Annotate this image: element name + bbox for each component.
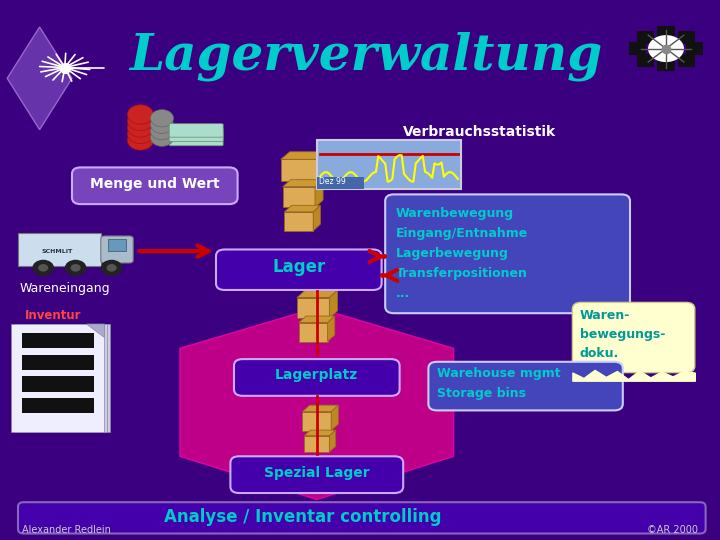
Polygon shape [282, 180, 323, 187]
Text: Eingang/Entnahme: Eingang/Entnahme [396, 227, 528, 240]
FancyBboxPatch shape [428, 362, 623, 410]
FancyBboxPatch shape [22, 376, 94, 392]
FancyBboxPatch shape [234, 359, 400, 396]
Polygon shape [313, 205, 320, 231]
Text: bewegungs-: bewegungs- [580, 328, 665, 341]
FancyBboxPatch shape [637, 53, 654, 66]
Polygon shape [7, 27, 72, 130]
FancyBboxPatch shape [101, 236, 133, 263]
Polygon shape [281, 152, 325, 159]
Circle shape [127, 111, 153, 131]
FancyBboxPatch shape [281, 159, 317, 181]
Text: Analyse / Inventar controlling: Analyse / Inventar controlling [163, 508, 441, 526]
Circle shape [127, 124, 153, 144]
Circle shape [107, 264, 117, 272]
Text: Dez 99: Dez 99 [319, 177, 346, 186]
Text: Transferpositionen: Transferpositionen [396, 267, 528, 280]
Text: Lager: Lager [272, 258, 325, 276]
Text: Lagerplatz: Lagerplatz [275, 368, 359, 382]
Text: Warehouse mgmt: Warehouse mgmt [437, 367, 561, 380]
FancyBboxPatch shape [657, 58, 675, 71]
Polygon shape [86, 324, 104, 338]
Polygon shape [299, 316, 335, 322]
FancyBboxPatch shape [22, 355, 94, 370]
FancyBboxPatch shape [678, 53, 695, 66]
Circle shape [38, 264, 48, 272]
Circle shape [32, 260, 54, 276]
Circle shape [127, 105, 153, 124]
FancyBboxPatch shape [317, 177, 364, 189]
Text: ...: ... [396, 287, 410, 300]
Text: ©AR 2000: ©AR 2000 [647, 524, 698, 535]
Circle shape [150, 110, 174, 127]
FancyBboxPatch shape [18, 502, 706, 534]
FancyBboxPatch shape [22, 398, 94, 413]
FancyBboxPatch shape [304, 436, 330, 452]
FancyBboxPatch shape [169, 132, 223, 146]
FancyBboxPatch shape [678, 31, 695, 44]
FancyBboxPatch shape [11, 324, 104, 432]
FancyBboxPatch shape [302, 411, 331, 431]
FancyBboxPatch shape [14, 324, 107, 432]
FancyBboxPatch shape [572, 302, 695, 373]
FancyBboxPatch shape [72, 167, 238, 204]
FancyBboxPatch shape [108, 239, 126, 251]
Text: Menge und Wert: Menge und Wert [90, 177, 220, 191]
Text: Lagerverwaltung: Lagerverwaltung [130, 32, 603, 82]
Circle shape [101, 260, 122, 276]
Polygon shape [331, 405, 338, 431]
Text: Storage bins: Storage bins [437, 387, 526, 400]
Polygon shape [330, 430, 336, 452]
Polygon shape [180, 308, 454, 500]
Polygon shape [315, 180, 323, 207]
Text: SCHMLIT: SCHMLIT [42, 249, 73, 254]
FancyBboxPatch shape [629, 42, 646, 55]
Polygon shape [317, 152, 325, 181]
Polygon shape [304, 430, 336, 436]
Circle shape [648, 35, 684, 62]
Text: Inventur: Inventur [25, 309, 81, 322]
Polygon shape [284, 205, 320, 212]
FancyBboxPatch shape [230, 456, 403, 493]
Text: Wareneingang: Wareneingang [19, 282, 110, 295]
Text: Verbrauchsstatistik: Verbrauchsstatistik [403, 125, 557, 139]
FancyBboxPatch shape [284, 212, 313, 231]
FancyBboxPatch shape [216, 249, 382, 290]
Polygon shape [330, 291, 338, 318]
Circle shape [71, 264, 81, 272]
Polygon shape [328, 316, 335, 342]
FancyBboxPatch shape [686, 42, 703, 55]
Text: Alexander Redlein: Alexander Redlein [22, 524, 110, 535]
FancyBboxPatch shape [657, 26, 675, 39]
FancyBboxPatch shape [637, 31, 654, 44]
FancyBboxPatch shape [317, 140, 461, 189]
FancyBboxPatch shape [22, 333, 94, 348]
Text: Warenbewegung: Warenbewegung [396, 207, 514, 220]
FancyBboxPatch shape [18, 233, 101, 266]
Circle shape [127, 131, 153, 150]
FancyBboxPatch shape [169, 128, 223, 141]
FancyBboxPatch shape [385, 194, 630, 313]
Text: Waren-: Waren- [580, 309, 630, 322]
Circle shape [127, 118, 153, 137]
FancyBboxPatch shape [299, 322, 328, 342]
Text: Lagerbewegung: Lagerbewegung [396, 247, 509, 260]
Text: doku.: doku. [580, 347, 619, 360]
FancyBboxPatch shape [282, 187, 315, 207]
Circle shape [150, 129, 174, 146]
Circle shape [65, 260, 86, 276]
Text: Spezial Lager: Spezial Lager [264, 465, 369, 480]
FancyBboxPatch shape [169, 124, 223, 137]
Circle shape [150, 123, 174, 140]
FancyBboxPatch shape [297, 298, 329, 318]
Polygon shape [302, 405, 338, 411]
Circle shape [150, 116, 174, 133]
Polygon shape [297, 291, 338, 298]
FancyBboxPatch shape [17, 324, 110, 432]
